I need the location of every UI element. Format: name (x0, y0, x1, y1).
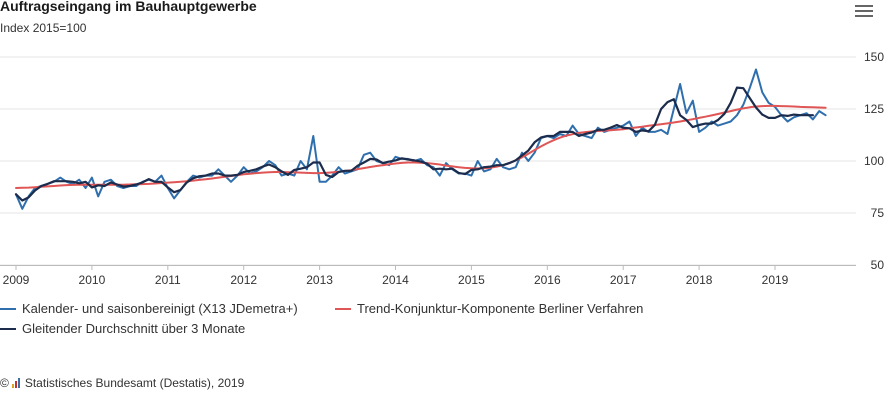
hamburger-menu-icon[interactable] (855, 4, 873, 18)
y-tick-label: 100 (864, 154, 884, 168)
menu-bar (855, 5, 873, 7)
x-tick-label: 2013 (306, 273, 333, 287)
copyright-symbol: © (0, 376, 9, 390)
series-line-durchschnitt (14, 86, 815, 202)
source-footer: © Statistisches Bundesamt (Destatis), 20… (0, 376, 244, 390)
source-text: Statistisches Bundesamt (Destatis), 2019 (24, 376, 245, 390)
legend-label-trend: Trend-Konjunktur-Komponente Berliner Ver… (357, 301, 644, 316)
y-tick-label: 50 (871, 258, 885, 272)
x-tick-label: 2018 (686, 273, 713, 287)
legend-swatch-durchschnitt (0, 327, 16, 330)
legend-item-durchschnitt[interactable]: Gleitender Durchschnitt über 3 Monate (0, 321, 245, 336)
x-tick-label: 2009 (3, 273, 30, 287)
series-line-kalender (15, 68, 827, 210)
chart-subtitle: Index 2015=100 (0, 21, 87, 35)
y-tick-label: 75 (871, 206, 885, 220)
x-tick-label: 2016 (534, 273, 561, 287)
y-tick-label: 125 (864, 102, 884, 116)
menu-bar (855, 15, 873, 17)
line-chart: 50 75 100 125 150 2009 2010 2011 2012 2013 2014 201… (0, 50, 885, 287)
legend-label-durchschnitt: Gleitender Durchschnitt über 3 Monate (22, 321, 246, 336)
legend-swatch-trend (335, 307, 351, 310)
x-tick-label: 2015 (458, 273, 485, 287)
chart-title: Auftragseingang im Bauhauptgewerbe (0, 0, 257, 14)
x-tick-label: 2019 (762, 273, 789, 287)
x-tick-label: 2017 (610, 273, 637, 287)
legend-item-trend[interactable]: Trend-Konjunktur-Komponente Berliner Ver… (335, 301, 643, 316)
destatis-logo-icon (11, 378, 21, 388)
y-tick-label: 150 (864, 50, 884, 64)
x-tick-label: 2010 (79, 273, 106, 287)
legend-swatch-kalender (0, 307, 16, 310)
x-tick-label: 2011 (155, 273, 181, 287)
x-tick-label: 2012 (230, 273, 257, 287)
menu-bar (855, 10, 873, 12)
x-tick-label: 2014 (382, 273, 409, 287)
legend-label-kalender: Kalender- und saisonbereinigt (X13 JDeme… (22, 301, 298, 316)
legend-item-kalender[interactable]: Kalender- und saisonbereinigt (X13 JDeme… (0, 301, 298, 316)
series-line-trend (15, 104, 827, 189)
